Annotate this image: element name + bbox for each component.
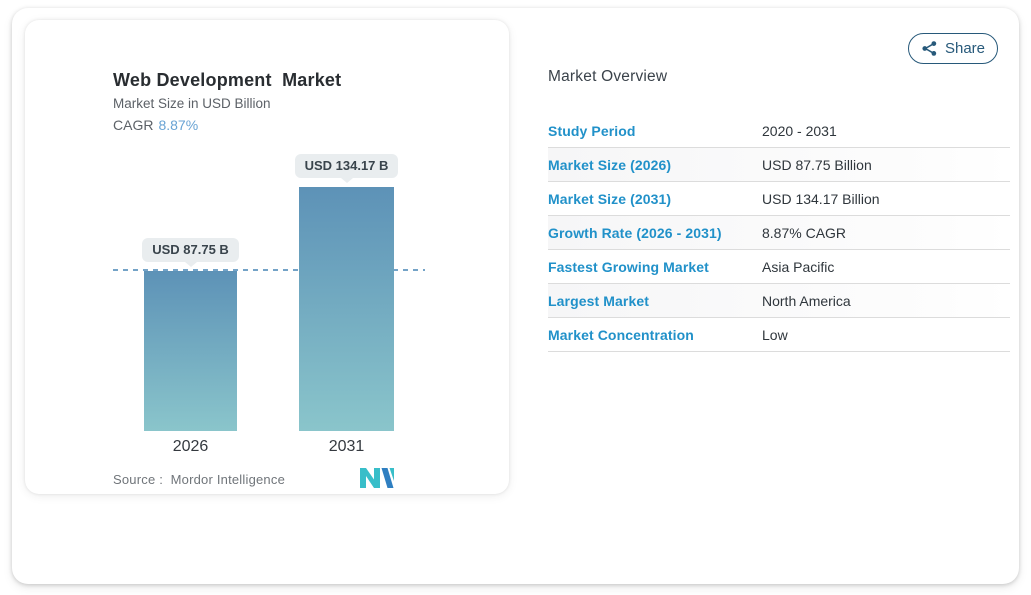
market-overview-table: Study Period 2020 - 2031 Market Size (20… [548,114,1010,352]
table-row-market-concentration: Market Concentration Low [548,318,1010,352]
cagr-line: CAGR 8.87% [113,117,198,133]
row-label: Growth Rate (2026 - 2031) [548,224,722,241]
share-button-label: Share [944,40,986,57]
table-row-study-period: Study Period 2020 - 2031 [548,114,1010,148]
row-label: Largest Market [548,292,649,309]
row-label: Market Concentration [548,326,694,343]
row-value: Low [762,326,788,343]
row-label: Study Period [548,122,636,139]
market-report-card: Share Web Development Market Market Size… [12,8,1019,584]
bar-value-label-2031: USD 134.17 B [294,154,399,178]
chart-card: Web Development Market Market Size in US… [25,20,509,494]
bar-group-2031: USD 134.17 B [294,154,399,431]
table-row-market-size-2026: Market Size (2026) USD 87.75 Billion [548,148,1010,182]
row-value: North America [762,292,851,309]
table-row-fastest-growing-market: Fastest Growing Market Asia Pacific [548,250,1010,284]
row-label: Market Size (2026) [548,156,672,173]
row-value: USD 134.17 Billion [762,190,880,207]
table-row-market-size-2031: Market Size (2031) USD 134.17 Billion [548,182,1010,216]
row-value: USD 87.75 Billion [762,156,872,173]
bar-group-2026: USD 87.75 B [142,238,239,431]
chart-subtitle: Market Size in USD Billion [113,96,271,111]
share-button[interactable]: Share [908,33,998,64]
overview-heading: Market Overview [548,68,668,85]
bar-2031 [299,187,394,431]
bar-value-label-2026: USD 87.75 B [142,238,239,262]
x-axis-label-2026: 2026 [172,438,209,455]
row-value: 2020 - 2031 [762,122,837,139]
cagr-value: 8.87% [158,117,199,133]
x-axis-label-2031: 2031 [328,438,365,455]
source-attribution: Source : Mordor Intelligence [113,472,285,487]
share-icon [922,41,937,56]
chart-title: Web Development Market [113,70,342,90]
cagr-label: CAGR [113,117,154,133]
table-row-growth-rate: Growth Rate (2026 - 2031) 8.87% CAGR [548,216,1010,250]
table-row-largest-market: Largest Market North America [548,284,1010,318]
row-value: Asia Pacific [762,258,835,275]
row-label: Market Size (2031) [548,190,672,207]
bar-2026 [144,271,237,431]
mordor-intelligence-logo [360,468,394,488]
reference-dashed-line [113,269,425,271]
row-label: Fastest Growing Market [548,258,709,275]
bar-chart-plot: USD 87.75 B USD 134.17 B [25,20,509,431]
row-value: 8.87% CAGR [762,224,847,241]
